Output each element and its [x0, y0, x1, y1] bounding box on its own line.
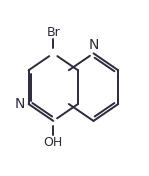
Text: N: N — [15, 97, 25, 111]
Text: OH: OH — [44, 136, 63, 149]
Text: Br: Br — [46, 26, 60, 39]
Text: N: N — [88, 38, 99, 52]
